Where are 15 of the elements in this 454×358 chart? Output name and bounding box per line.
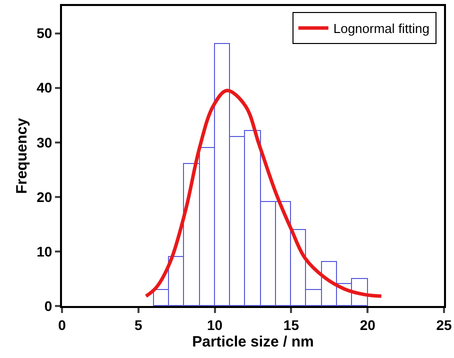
y-tick-label: 10 [36, 243, 52, 260]
y-axis-title: Frequency [13, 117, 30, 194]
x-axis-title: Particle size / nm [192, 333, 314, 350]
x-tick-label: 0 [58, 316, 66, 333]
x-tick-label: 25 [436, 316, 452, 333]
x-tick-label: 5 [134, 316, 142, 333]
y-tick-label: 50 [36, 25, 52, 42]
x-tick-label: 20 [360, 316, 376, 333]
y-tick-label: 0 [44, 298, 52, 314]
y-tick-label: 40 [36, 80, 52, 96]
x-tick-label: 15 [283, 316, 300, 333]
y-tick-label: 30 [36, 134, 52, 150]
x-tick-label: 10 [207, 316, 223, 333]
y-tick-label: 20 [36, 188, 52, 205]
legend-label: Lognormal fitting [333, 21, 430, 36]
